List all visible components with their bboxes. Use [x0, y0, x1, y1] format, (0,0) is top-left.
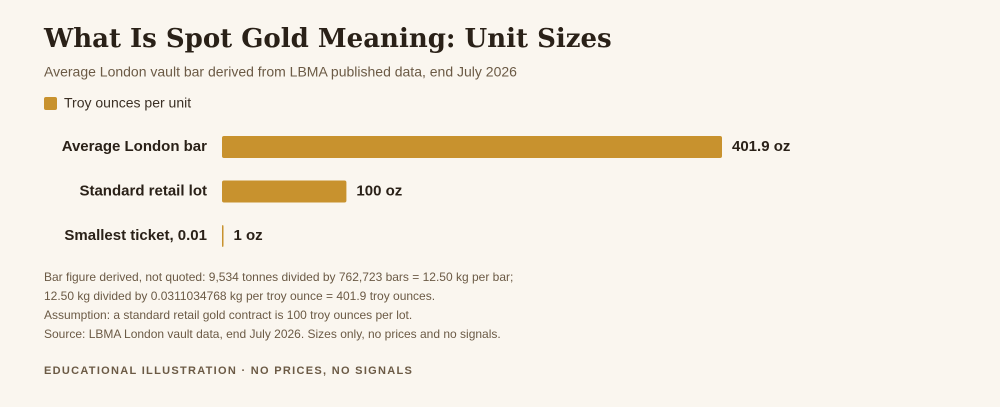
chart-subtitle: Average London vault bar derived from LB…: [44, 64, 517, 80]
bar: [222, 136, 722, 158]
value-label: 401.9 oz: [732, 138, 790, 155]
note: Assumption: a standard retail gold contr…: [44, 308, 412, 322]
footer: EDUCATIONAL ILLUSTRATION · NO PRICES, NO…: [44, 365, 413, 377]
chart-title: What Is Spot Gold Meaning: Unit Sizes: [43, 24, 612, 54]
note: Bar figure derived, not quoted: 9,534 to…: [44, 270, 513, 284]
legend-label: Troy ounces per unit: [64, 95, 191, 111]
note: Source: LBMA London vault data, end July…: [44, 327, 501, 341]
legend-swatch: [44, 97, 57, 110]
category-label: Average London bar: [62, 138, 207, 155]
value-label: 100 oz: [356, 182, 402, 199]
value-label: 1 oz: [234, 227, 263, 244]
bar: [222, 225, 224, 247]
bar: [222, 180, 347, 203]
note: 12.50 kg divided by 0.0311034768 kg per …: [44, 289, 435, 303]
category-label: Standard retail lot: [79, 182, 207, 199]
category-label: Smallest ticket, 0.01: [64, 227, 207, 244]
